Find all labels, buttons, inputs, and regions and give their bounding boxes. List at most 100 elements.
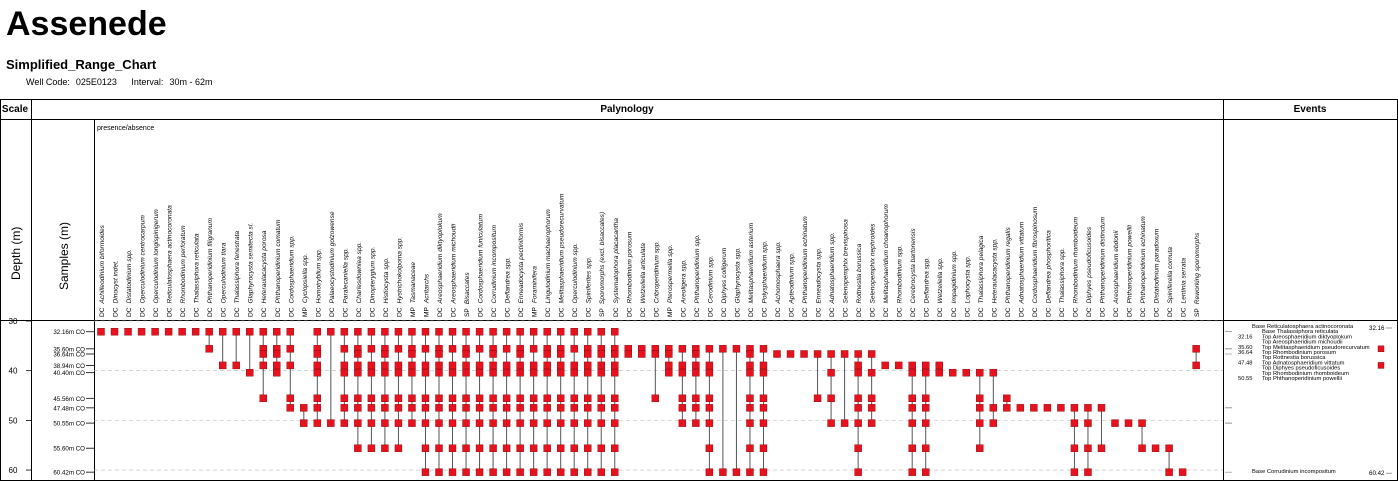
occurrence-marker bbox=[354, 394, 362, 403]
sample-label: 45.56m CO bbox=[53, 396, 85, 403]
occurrence-marker bbox=[678, 404, 687, 412]
occurrence-marker bbox=[340, 345, 349, 353]
occurrence-marker bbox=[976, 419, 984, 427]
occurrence-marker bbox=[556, 368, 565, 377]
occurrence-marker bbox=[922, 361, 930, 370]
taxon-label: DC Selenopemphix brevispinosa bbox=[843, 219, 850, 317]
occurrence-marker bbox=[611, 361, 619, 370]
taxon-label: DC Phthanoperidinium powellii bbox=[1127, 224, 1134, 317]
taxon-group-code: DC bbox=[1032, 307, 1039, 317]
taxon-label: DC Spiniferites spp. bbox=[586, 256, 593, 317]
well-code-value: 025E0123 bbox=[75, 77, 117, 87]
occurrence-marker bbox=[705, 345, 714, 353]
taxon-group-code: DC bbox=[829, 307, 836, 317]
occurrence-marker bbox=[665, 368, 673, 377]
taxon-label: DC Rhombodinium perforatum bbox=[180, 225, 187, 317]
taxon-group-code: DC bbox=[1005, 307, 1012, 317]
occurrence-marker bbox=[502, 394, 511, 403]
occurrence-marker bbox=[394, 368, 403, 377]
taxon-group-code: DC bbox=[870, 307, 877, 317]
taxon-label: DC Impagidinium spp. bbox=[951, 250, 958, 317]
occurrence-marker bbox=[367, 328, 376, 336]
occurrence-marker bbox=[516, 394, 524, 403]
taxon-name: Sporomorphs (excl. bisaccates) bbox=[599, 212, 606, 304]
occurrence-marker bbox=[367, 394, 376, 403]
occurrence-marker bbox=[678, 368, 687, 377]
occurrence-marker bbox=[1070, 468, 1079, 476]
occurrence-marker bbox=[394, 328, 403, 336]
taxon-group-code: DC bbox=[640, 307, 647, 317]
occurrence-marker bbox=[746, 419, 754, 427]
taxon-label: DC Phthanoperidinium echinatum bbox=[1140, 216, 1147, 317]
taxon-group-code: DC bbox=[153, 307, 160, 317]
occurrence-marker bbox=[462, 419, 470, 427]
occurrence-marker bbox=[489, 468, 497, 476]
occurrence-marker bbox=[584, 419, 592, 427]
occurrence-marker bbox=[475, 361, 484, 370]
occurrence-marker bbox=[922, 404, 930, 412]
occurrence-marker bbox=[313, 368, 322, 377]
taxon-label: DC Lophocysta spp. bbox=[964, 255, 971, 317]
occurrence-marker bbox=[286, 361, 294, 370]
occurrence-marker bbox=[867, 350, 876, 358]
taxon-name: Homotryblium spp. bbox=[315, 248, 322, 303]
occurrence-marker bbox=[286, 394, 294, 403]
taxon-name: Histiocysta spp. bbox=[383, 257, 390, 303]
taxon-name: Charlesdowniea spp. bbox=[356, 242, 363, 304]
taxon-label: DC Distatodinium spp. bbox=[126, 249, 133, 317]
occurrence-marker bbox=[854, 394, 862, 403]
event-depth-label: 50.55 bbox=[1238, 376, 1253, 382]
taxon-label: DC Heteraulacacysta spp. bbox=[991, 238, 998, 317]
taxon-group-code: DC bbox=[518, 307, 525, 317]
occurrence-marker bbox=[124, 328, 132, 336]
sample-label: 47.48m CO bbox=[53, 405, 85, 412]
occurrence-marker bbox=[489, 361, 497, 370]
taxon-name: Glaphyrocysta semitecta sl. bbox=[248, 223, 255, 304]
taxon-group-code: DC bbox=[910, 307, 917, 317]
taxon-group-code: MP bbox=[302, 307, 309, 317]
taxon-label: DC Phthanoperidinium echinatum bbox=[802, 216, 809, 317]
occurrence-marker bbox=[611, 350, 619, 358]
occurrence-marker bbox=[462, 444, 470, 452]
taxon-group-code: DC bbox=[505, 307, 512, 317]
taxon-label: DC Reticulatosphaera actinocoronata bbox=[167, 205, 174, 317]
occurrence-marker bbox=[611, 419, 619, 427]
chart-subtitle: Simplified_Range_Chart bbox=[6, 57, 157, 72]
occurrence-marker bbox=[259, 394, 267, 403]
taxon-name: Polysphaeridium spp. bbox=[761, 240, 768, 303]
occurrence-marker bbox=[665, 350, 673, 358]
taxon-group-code: DC bbox=[1059, 307, 1066, 317]
occurrence-marker bbox=[381, 404, 389, 412]
occurrence-marker bbox=[1097, 404, 1106, 412]
occurrence-marker bbox=[976, 394, 984, 403]
occurrence-marker bbox=[746, 350, 754, 358]
occurrence-marker bbox=[1084, 419, 1092, 427]
taxon-group-code: DC bbox=[167, 307, 174, 317]
occurrence-marker bbox=[516, 368, 524, 377]
occurrence-marker bbox=[246, 368, 254, 377]
chart-title: Assenede bbox=[6, 5, 167, 43]
occurrence-marker bbox=[367, 345, 376, 353]
occurrence-marker bbox=[205, 345, 213, 353]
occurrence-marker bbox=[854, 361, 862, 370]
occurrence-marker bbox=[705, 444, 714, 452]
taxon-name: Phthanoperidinium regalis bbox=[1005, 227, 1012, 304]
event-label: Top Phthanoperidinium powellii bbox=[1262, 376, 1342, 382]
occurrence-marker bbox=[354, 404, 362, 412]
taxon-group-code: DC bbox=[924, 307, 931, 317]
occurrence-marker bbox=[489, 394, 497, 403]
taxon-name: Thalassiphora fenestrata bbox=[234, 231, 241, 304]
occurrence-marker bbox=[665, 361, 673, 370]
taxon-name: Adnatosphaeridium vittatum bbox=[1018, 221, 1025, 304]
occurrence-marker bbox=[286, 345, 294, 353]
occurrence-marker bbox=[448, 468, 457, 476]
taxon-group-code: DC bbox=[315, 307, 322, 317]
occurrence-marker bbox=[1070, 404, 1079, 412]
taxon-name: Impagidinium spp. bbox=[951, 250, 958, 304]
occurrence-marker bbox=[597, 394, 605, 403]
presence-absence-note: presence/absence bbox=[97, 125, 154, 132]
taxon-label: DC Areoligera spp. bbox=[680, 259, 687, 317]
taxon-group-code: DC bbox=[356, 307, 363, 317]
occurrence-marker bbox=[408, 368, 416, 377]
occurrence-marker bbox=[692, 394, 700, 403]
